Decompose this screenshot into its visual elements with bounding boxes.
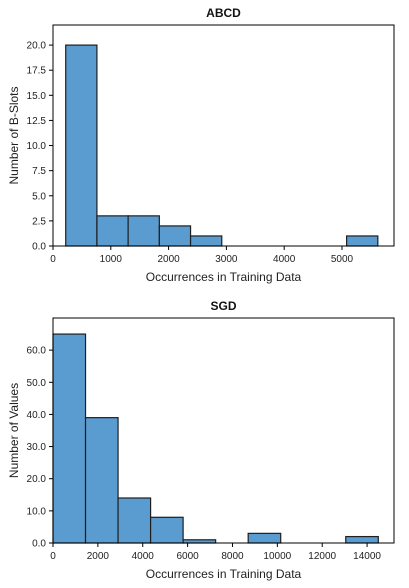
histogram-bar	[127, 215, 160, 247]
histogram-bar	[65, 44, 98, 247]
y-tick-label: 2.5	[32, 216, 46, 227]
histogram-bar	[52, 333, 87, 544]
x-tick-label: 8000	[221, 551, 244, 562]
y-tick-label: 10.0	[27, 141, 47, 152]
histogram-bar	[346, 235, 379, 247]
chart-title: ABCD	[206, 6, 241, 20]
y-axis-label: Number of Values	[7, 383, 21, 478]
x-tick-label: 3000	[215, 254, 238, 265]
y-tick-label: 40.0	[27, 410, 47, 421]
chart-title: SGD	[210, 299, 236, 313]
x-tick-label: 0	[50, 254, 56, 265]
y-tick-label: 10.0	[27, 506, 47, 517]
histogram-bar	[117, 497, 152, 544]
y-tick-label: 60.0	[27, 346, 47, 357]
plot-frame	[52, 24, 395, 247]
abcd-histogram: ABCD 0 1000 2000 3000 4000 5000 0.0 2.5 5.0 7.5 10.…	[7, 6, 395, 284]
y-tick-label: 20.0	[27, 474, 47, 485]
x-tick-label: 6000	[176, 551, 199, 562]
x-tick-label: 1000	[100, 254, 123, 265]
y-tick-label: 0.0	[32, 242, 46, 253]
x-tick-label: 0	[50, 551, 56, 562]
y-tick-label: 30.0	[27, 442, 47, 453]
x-axis-label: Occurrences in Training Data	[146, 270, 302, 284]
y-tick-label: 17.5	[27, 66, 47, 77]
x-tick-label: 2000	[157, 254, 180, 265]
x-tick-label: 4000	[132, 551, 155, 562]
x-tick-label: 5000	[331, 254, 354, 265]
histogram-bar	[345, 535, 379, 544]
x-tick-label: 12000	[308, 551, 336, 562]
histogram-bar	[158, 225, 192, 247]
y-tick-label: 0.0	[32, 539, 46, 550]
x-tick-label: 14000	[353, 551, 381, 562]
x-tick-label: 4000	[273, 254, 296, 265]
histogram-bar	[149, 516, 184, 544]
y-axis-label: Number of B-Slots	[7, 86, 21, 184]
plot-frame	[52, 317, 395, 544]
x-axis-label: Occurrences in Training Data	[146, 567, 302, 581]
y-tick-label: 20.0	[27, 41, 47, 52]
histogram-bar	[96, 215, 129, 247]
y-tick-label: 50.0	[27, 378, 47, 389]
y-tick-label: 12.5	[27, 116, 47, 127]
histogram-bar	[189, 235, 223, 247]
x-tick-label: 2000	[87, 551, 110, 562]
y-tick-label: 15.0	[27, 91, 47, 102]
y-tick-label: 5.0	[32, 191, 46, 202]
x-tick-label: 10000	[263, 551, 291, 562]
histogram-bar	[247, 532, 282, 544]
y-tick-label: 7.5	[32, 166, 46, 177]
histogram-bar	[84, 417, 119, 544]
sgd-histogram: SGD 0 2000 4000 6000 8000 10000 12000 14000 0.0 10…	[7, 299, 395, 581]
